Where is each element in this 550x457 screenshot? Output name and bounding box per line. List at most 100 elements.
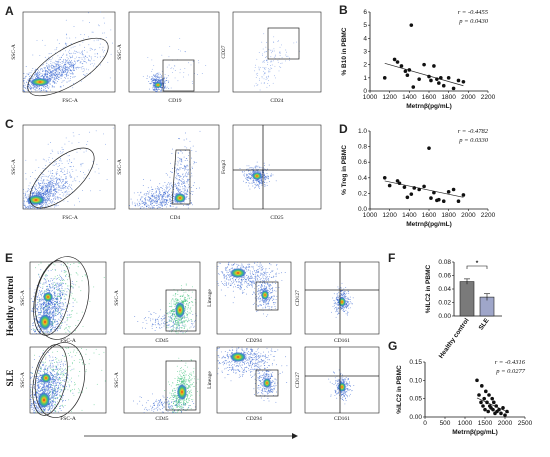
row-label-healthy-control: Healthy control [5, 275, 15, 336]
data-point [417, 187, 421, 192]
y-tick-label: 0.00 [438, 313, 451, 320]
significance-bracket [466, 265, 488, 269]
data-point [483, 407, 487, 412]
x-tick-label: 1200 [382, 94, 397, 101]
data-point [441, 199, 446, 203]
xlabel-a2: CD19 [168, 98, 181, 104]
data-point [456, 199, 461, 203]
data-point [484, 389, 488, 394]
y-tick-label: 6 [363, 9, 367, 16]
ylabel-e2: SSC-A [114, 290, 120, 306]
category-label: Healthy control [438, 317, 471, 360]
x-tick-label: 2200 [481, 212, 496, 219]
data-point [477, 393, 481, 397]
gate-ellipse [29, 147, 95, 209]
x-tick-label: 500 [440, 420, 451, 427]
panel-letter-g: G [388, 339, 397, 353]
significance-star: * [476, 260, 479, 267]
data-point [481, 404, 485, 408]
x-tick-label: 1200 [382, 212, 397, 219]
data-point [382, 76, 387, 80]
r-annotation: r = -0.4782 [458, 128, 489, 135]
panel-a-flow-1: FSC-A SSC-A [11, 11, 116, 104]
data-point [505, 409, 509, 414]
xlabel-c3: CD25 [270, 215, 283, 221]
data-point [409, 192, 414, 196]
y-tick-label: 0.6 [358, 159, 367, 166]
data-point [441, 83, 446, 88]
xlabel-e3: CD294 [246, 338, 262, 344]
data-point [435, 77, 439, 81]
data-point [429, 78, 433, 83]
y-axis-label: % B10 in PBMC [341, 27, 348, 75]
y-tick-label: 1 [363, 75, 367, 82]
data-point [432, 190, 436, 195]
y-axis-label: % Treg in PBMC [341, 145, 348, 195]
data-point [456, 78, 461, 83]
data-point [403, 69, 408, 74]
data-point [427, 146, 431, 150]
data-point [397, 181, 402, 186]
data-point [437, 197, 441, 202]
xlabel-e8: CD161 [334, 416, 350, 422]
gate-rect [162, 59, 195, 92]
y-tick-label: 0.02 [438, 300, 451, 307]
x-tick-label: 1500 [478, 420, 493, 427]
gate-rect [267, 27, 300, 60]
chart-d: 1000 1200 1400 1600 1800 2000 2200 0.0 0.2 0.4 0.6… [341, 128, 496, 228]
data-point [497, 407, 501, 412]
data-point [479, 400, 483, 405]
xlabel-e7: CD294 [246, 416, 262, 422]
ylabel-c3: Foxp3 [221, 160, 227, 174]
x-tick-label: 1000 [363, 94, 378, 101]
panel-e-sle-flow-1: FSC-A SSC-A [20, 342, 107, 422]
panel-letter-f: F [388, 251, 395, 265]
xlabel-a3: CD24 [270, 98, 283, 104]
y-tick-label: 4 [363, 35, 367, 42]
data-point [461, 79, 466, 84]
panel-a-flow-2: CD19 SSC-A [117, 11, 220, 104]
x-tick-label: 1800 [441, 94, 456, 101]
ylabel-c1: SSC-A [11, 159, 17, 175]
regression-line [384, 180, 464, 198]
chart-f: 0.00 0.02 0.04 0.06 0.08 %ILC2 in PBMC Healthy… [425, 259, 502, 360]
data-point [490, 396, 495, 401]
panel-e-hc-flow-3: CD294 Lineage [207, 261, 292, 344]
y-tick-label: 0.8 [358, 144, 367, 151]
y-tick-label: 0.0 [358, 206, 367, 213]
flow-arrowhead [292, 433, 298, 439]
x-tick-label: 1000 [458, 420, 473, 427]
data-point [446, 76, 451, 80]
panel-e-sle-flow-4: CD161 CD127 [295, 346, 380, 422]
data-point [492, 400, 496, 405]
gate-polygon [171, 149, 191, 205]
y-tick-label: 3 [363, 49, 367, 56]
ylabel-e7: Lineage [207, 371, 213, 389]
ylabel-e3: Lineage [207, 289, 213, 307]
xlabel-e4: CD161 [334, 338, 350, 344]
data-point [475, 378, 479, 383]
x-tick-label: 1800 [441, 212, 456, 219]
p-annotation: p = 0.0277 [495, 368, 526, 375]
data-point [405, 195, 410, 200]
x-tick-label: 2000 [461, 94, 476, 101]
data-point [412, 186, 417, 190]
y-tick-label: 0.06 [438, 273, 451, 280]
data-point [486, 409, 491, 414]
data-point [439, 76, 443, 80]
data-point [485, 400, 489, 405]
y-tick-label: 0.08 [438, 259, 451, 266]
y-tick-label: 0 [363, 88, 367, 95]
data-point [392, 57, 397, 62]
data-point [405, 73, 410, 77]
data-point [451, 187, 456, 192]
data-point [411, 85, 416, 89]
data-point [487, 393, 491, 397]
y-tick-label: 0.2 [358, 190, 367, 197]
x-tick-label: 1600 [422, 94, 437, 101]
bar [459, 281, 475, 317]
xlabel-e2: CD45 [155, 338, 168, 344]
x-tick-label: 1400 [402, 94, 417, 101]
xlabel-a1: FSC-A [62, 98, 78, 104]
